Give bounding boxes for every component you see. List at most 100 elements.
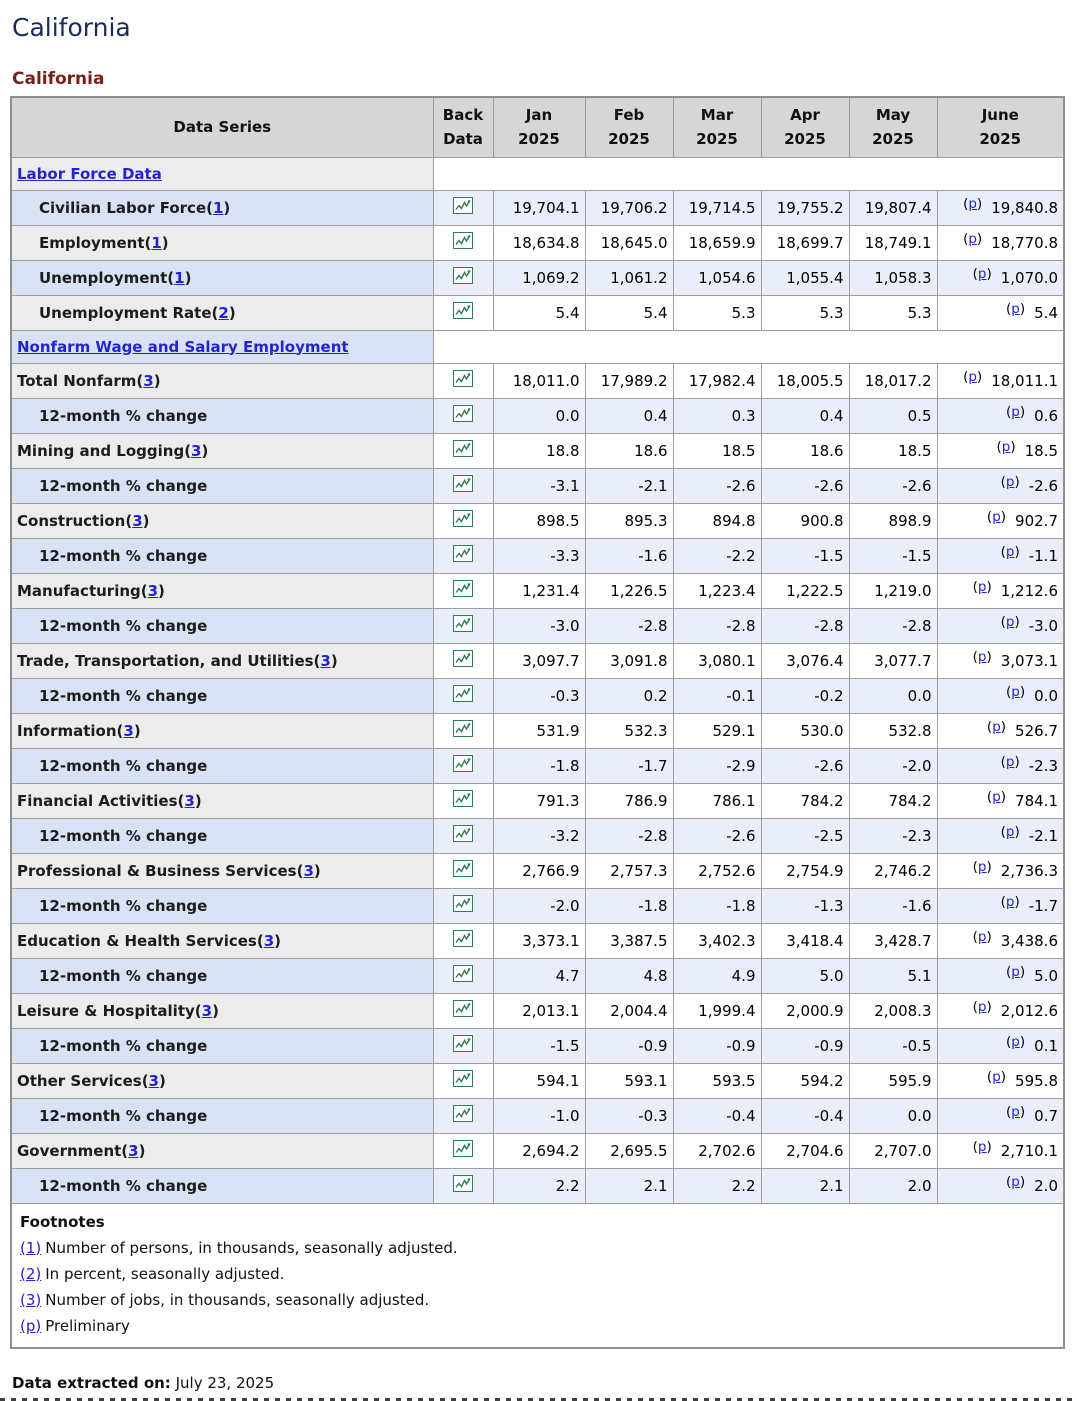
preliminary-link[interactable]: p bbox=[1011, 300, 1020, 317]
june-value: 0.0 bbox=[1034, 686, 1058, 705]
month-label: May bbox=[875, 106, 911, 125]
back-data-link[interactable] bbox=[453, 895, 473, 912]
footnote-ref-link[interactable]: 3 bbox=[128, 1141, 139, 1160]
footnote-ref-link[interactable]: 3 bbox=[191, 441, 202, 460]
june-value-cell: (p) -2.6 bbox=[936, 467, 1065, 504]
footnote-ref-link[interactable]: 3 bbox=[148, 1071, 159, 1090]
value-cell: -3.3 bbox=[492, 537, 586, 574]
back-data-link[interactable] bbox=[453, 1070, 473, 1087]
preliminary-link[interactable]: p bbox=[1005, 893, 1015, 910]
back-data-link[interactable] bbox=[453, 475, 473, 492]
footnote-ref-link[interactable]: 3 bbox=[143, 371, 154, 390]
back-data-link[interactable] bbox=[453, 197, 473, 214]
back-data-link[interactable] bbox=[453, 1000, 473, 1017]
back-data-link[interactable] bbox=[453, 930, 473, 947]
june-value: 784.1 bbox=[1015, 791, 1058, 810]
preliminary-link[interactable]: p bbox=[1005, 753, 1015, 770]
preliminary-link[interactable]: p bbox=[1001, 438, 1011, 455]
back-data-link[interactable] bbox=[453, 370, 473, 387]
back-data-link[interactable] bbox=[453, 405, 473, 422]
preliminary-link[interactable]: p bbox=[1011, 1103, 1020, 1120]
back-data-link[interactable] bbox=[453, 580, 473, 597]
footnote-ref-link[interactable]: 1 bbox=[174, 268, 185, 287]
series-label: Civilian Labor Force bbox=[39, 198, 207, 217]
footnote-ref-link[interactable]: 3 bbox=[184, 791, 195, 810]
back-data-link[interactable] bbox=[453, 1175, 473, 1192]
preliminary-link[interactable]: p bbox=[1005, 613, 1015, 630]
footnote-ref-link[interactable]: 1 bbox=[151, 233, 162, 252]
preliminary-link[interactable]: p bbox=[1011, 403, 1020, 420]
preliminary-link[interactable]: p bbox=[1005, 473, 1015, 490]
preliminary-link[interactable]: p bbox=[992, 788, 1001, 805]
history-chart-icon bbox=[453, 1105, 473, 1126]
data-series-cell: Education & Health Services(3) bbox=[10, 922, 434, 959]
preliminary-link[interactable]: p bbox=[968, 195, 977, 212]
footnote-ref-link[interactable]: 3 bbox=[147, 581, 159, 600]
preliminary-link[interactable]: p bbox=[968, 230, 977, 247]
preliminary-link[interactable]: p bbox=[968, 368, 977, 385]
back-data-link[interactable] bbox=[453, 790, 473, 807]
footnote-ref-link[interactable]: (p) bbox=[20, 1316, 42, 1335]
back-data-link[interactable] bbox=[453, 825, 473, 842]
back-data-link[interactable] bbox=[453, 860, 473, 877]
back-data-link[interactable] bbox=[453, 615, 473, 632]
back-data-link[interactable] bbox=[453, 1105, 473, 1122]
footnote-ref-link[interactable]: 3 bbox=[263, 931, 275, 950]
table-row: 12-month % change -3.1 -2.1 -2.6 -2.6 -2.6 (p)… bbox=[10, 467, 1065, 504]
footnote-ref-link[interactable]: 3 bbox=[132, 511, 143, 530]
value-cell: 2,000.9 bbox=[760, 992, 850, 1029]
preliminary-link[interactable]: p bbox=[977, 265, 987, 282]
footnote-ref-link[interactable]: 3 bbox=[201, 1001, 213, 1020]
back-data-link[interactable] bbox=[453, 755, 473, 772]
back-data-link[interactable] bbox=[453, 685, 473, 702]
back-data-cell bbox=[432, 957, 494, 994]
footnote-ref-link[interactable]: 1 bbox=[212, 198, 224, 217]
history-chart-icon bbox=[453, 580, 473, 601]
footnote-ref-link[interactable]: 3 bbox=[320, 651, 331, 670]
footnote-ref-link[interactable]: (2) bbox=[20, 1264, 42, 1283]
back-data-link[interactable] bbox=[453, 510, 473, 527]
back-data-link[interactable] bbox=[453, 232, 473, 249]
footnote-ref-link[interactable]: 3 bbox=[123, 721, 134, 740]
back-data-link[interactable] bbox=[453, 267, 473, 284]
preliminary-link[interactable]: p bbox=[1005, 543, 1015, 560]
preliminary-link[interactable]: p bbox=[977, 998, 987, 1015]
june-value: 526.7 bbox=[1015, 721, 1058, 740]
preliminary-link[interactable]: p bbox=[977, 928, 987, 945]
value-cell: 1,061.2 bbox=[584, 259, 674, 296]
back-data-link[interactable] bbox=[453, 720, 473, 737]
preliminary-link[interactable]: p bbox=[992, 1068, 1001, 1085]
preliminary-link[interactable]: p bbox=[977, 648, 987, 665]
value-cell: 894.8 bbox=[672, 502, 762, 539]
preliminary-link[interactable]: p bbox=[977, 1138, 987, 1155]
preliminary-link[interactable]: p bbox=[1011, 963, 1020, 980]
preliminary-link[interactable]: p bbox=[1011, 683, 1020, 700]
preliminary-link[interactable]: p bbox=[1011, 1173, 1020, 1190]
footnote-ref-link[interactable]: (1) bbox=[20, 1238, 42, 1257]
back-data-link[interactable] bbox=[453, 650, 473, 667]
preliminary-link[interactable]: p bbox=[992, 508, 1001, 525]
preliminary-link[interactable]: p bbox=[977, 578, 987, 595]
preliminary-link[interactable]: p bbox=[1011, 1033, 1020, 1050]
history-chart-icon bbox=[453, 720, 473, 741]
back-data-link[interactable] bbox=[453, 440, 473, 457]
footnote-ref-link[interactable]: (3) bbox=[20, 1290, 42, 1309]
footnote-ref-link[interactable]: 2 bbox=[218, 303, 229, 322]
back-data-link[interactable] bbox=[453, 1035, 473, 1052]
footnote-ref-link[interactable]: 3 bbox=[303, 861, 314, 880]
footnote-item: (1) Number of persons, in thousands, seas… bbox=[20, 1235, 1055, 1261]
back-data-link[interactable] bbox=[453, 302, 473, 319]
back-data-link[interactable] bbox=[453, 1140, 473, 1157]
table-row: Professional & Business Services(3) 2,766… bbox=[10, 852, 1065, 889]
section-link[interactable]: Nonfarm Wage and Salary Employment bbox=[17, 337, 349, 356]
preliminary-link[interactable]: p bbox=[992, 718, 1001, 735]
back-data-link[interactable] bbox=[453, 965, 473, 982]
preliminary-link[interactable]: p bbox=[977, 858, 987, 875]
preliminary-marker: (p) bbox=[1000, 823, 1020, 840]
back-data-cell bbox=[432, 259, 494, 296]
value-cell: -1.8 bbox=[492, 747, 586, 784]
preliminary-link[interactable]: p bbox=[1005, 823, 1015, 840]
back-data-link[interactable] bbox=[453, 545, 473, 562]
back-data-cell bbox=[432, 1062, 494, 1099]
section-link[interactable]: Labor Force Data bbox=[17, 164, 162, 183]
